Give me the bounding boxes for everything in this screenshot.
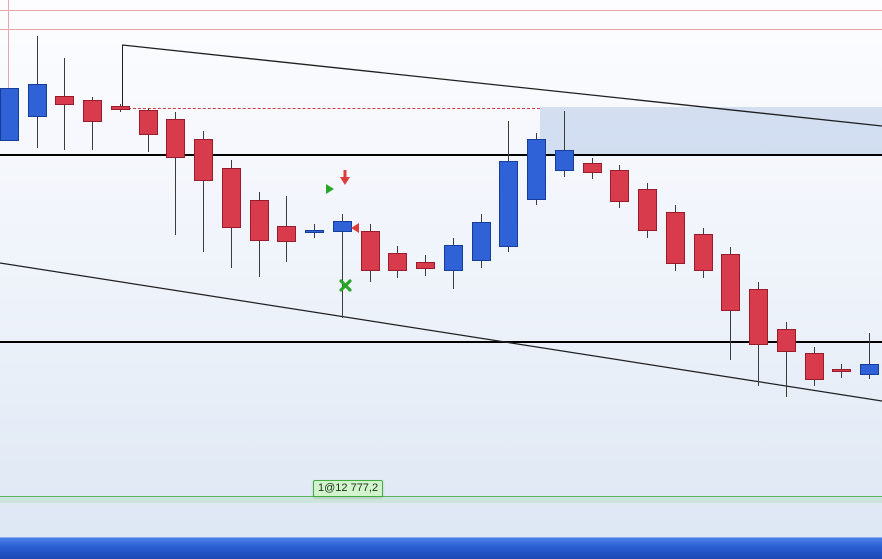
level-upper-pink-grid-1 bbox=[0, 10, 882, 11]
candle-wick bbox=[286, 196, 287, 262]
candle-wick bbox=[453, 238, 454, 289]
candle-wick bbox=[841, 364, 842, 378]
bear-candle-body bbox=[277, 226, 296, 242]
supply-zone bbox=[540, 107, 882, 155]
candle-wick bbox=[619, 165, 620, 208]
candle-wick bbox=[508, 121, 509, 252]
bull-candle-body bbox=[333, 221, 352, 232]
bear-candle-body bbox=[721, 254, 740, 311]
candle-wick bbox=[730, 247, 731, 360]
candle-wick bbox=[37, 36, 38, 148]
bear-candle-body bbox=[55, 96, 74, 105]
candle-wick bbox=[120, 104, 121, 112]
bear-candle-body bbox=[361, 231, 380, 271]
candle-wick bbox=[869, 333, 870, 379]
bear-candle-body bbox=[805, 353, 824, 380]
bear-candle-body bbox=[777, 329, 796, 352]
entry-marker-icon bbox=[326, 184, 334, 194]
candle-wick bbox=[786, 322, 787, 397]
taskbar[interactable] bbox=[0, 537, 882, 559]
candle-wick bbox=[592, 158, 593, 179]
candle-wick bbox=[564, 111, 565, 177]
candle-wick bbox=[203, 131, 204, 252]
bull-candle-body bbox=[527, 139, 546, 200]
bull-candle-body bbox=[305, 230, 324, 233]
candle-wick bbox=[148, 108, 149, 152]
bear-candle-body bbox=[638, 189, 657, 231]
position-label[interactable]: 1@12 777,2 bbox=[313, 480, 384, 497]
bear-candle-body bbox=[194, 139, 213, 181]
bear-candle-body bbox=[666, 212, 685, 264]
bull-candle-body bbox=[860, 364, 879, 375]
bear-candle-body bbox=[83, 100, 102, 122]
upper-trendline bbox=[121, 44, 882, 127]
candle-wick bbox=[758, 282, 759, 386]
bear-candle-body bbox=[111, 106, 130, 110]
bear-candle-body bbox=[139, 110, 158, 135]
bear-candle-body bbox=[832, 369, 851, 372]
bear-candle-body bbox=[388, 253, 407, 271]
bull-candle-body bbox=[444, 245, 463, 271]
candle-wick bbox=[370, 224, 371, 282]
entry-dashed-line bbox=[113, 108, 540, 109]
level-resistance-level bbox=[0, 154, 882, 156]
candle-wick bbox=[397, 246, 398, 278]
vline-left-pink-vertical bbox=[8, 0, 9, 110]
bear-candle-body bbox=[222, 168, 241, 228]
bear-candle-body bbox=[749, 289, 768, 345]
sell-arrow-icon bbox=[340, 170, 350, 185]
bear-candle-body bbox=[166, 119, 185, 158]
position-line bbox=[0, 496, 882, 497]
candle-wick bbox=[425, 255, 426, 276]
candle-wick bbox=[647, 183, 648, 238]
close-trade-icon bbox=[339, 279, 352, 292]
candle-wick bbox=[703, 228, 704, 278]
bear-candle-body bbox=[583, 163, 602, 173]
candle-wick bbox=[259, 192, 260, 277]
level-support-level bbox=[0, 341, 882, 343]
candle-wick bbox=[675, 205, 676, 271]
candle-wick bbox=[64, 58, 65, 150]
bear-candle-body bbox=[416, 262, 435, 269]
level-upper-pink-grid-2 bbox=[0, 29, 882, 30]
bear-candle-body bbox=[250, 200, 269, 241]
candle-wick bbox=[342, 214, 343, 318]
candle-wick bbox=[814, 347, 815, 386]
bull-candle-body bbox=[472, 222, 491, 261]
candle-wick bbox=[481, 214, 482, 268]
bull-candle-body bbox=[555, 150, 574, 171]
bear-candle-body bbox=[694, 234, 713, 271]
candle-wick bbox=[175, 112, 176, 235]
position-band bbox=[0, 496, 882, 503]
candle-wick bbox=[92, 97, 93, 150]
vline-wedge-start-vertical bbox=[122, 45, 123, 110]
candle-wick bbox=[231, 160, 232, 268]
bull-candle-body bbox=[28, 84, 47, 117]
bull-candle-body bbox=[499, 161, 518, 247]
candle-wick bbox=[536, 133, 537, 205]
exit-marker-icon bbox=[351, 223, 359, 233]
bear-candle-body bbox=[610, 170, 629, 202]
candle-wick bbox=[314, 224, 315, 238]
lower-trendline bbox=[0, 262, 882, 402]
position-label-text: 1@12 777,2 bbox=[318, 482, 379, 494]
bull-candle-body bbox=[0, 88, 19, 141]
